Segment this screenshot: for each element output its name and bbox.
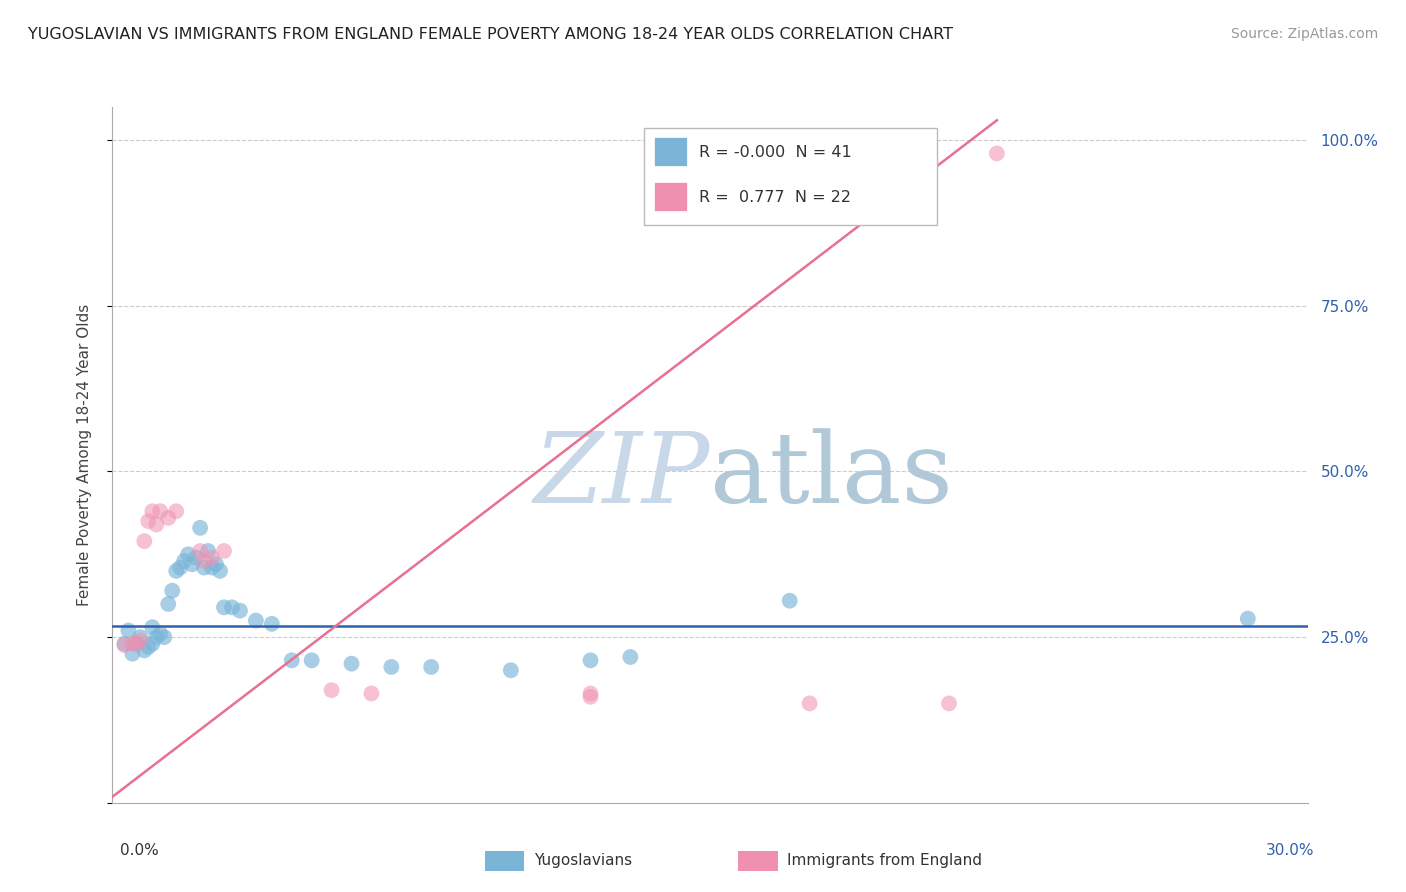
Point [117, 624, 139, 638]
Point [321, 683, 343, 698]
Point [579, 690, 602, 704]
Point [138, 514, 160, 528]
Text: atlas: atlas [710, 428, 953, 524]
Text: Yugoslavians: Yugoslavians [534, 854, 633, 868]
Point [938, 697, 960, 711]
Point [129, 630, 152, 644]
Point [221, 600, 243, 615]
Point [360, 686, 382, 700]
Point [619, 650, 641, 665]
Point [245, 614, 267, 628]
Point [145, 630, 167, 644]
Point [141, 504, 163, 518]
Point [173, 554, 195, 568]
Point [499, 663, 522, 677]
Point [134, 534, 156, 549]
Point [281, 653, 304, 667]
Point [340, 657, 363, 671]
Point [188, 544, 211, 558]
Point [212, 600, 235, 615]
Point [799, 697, 821, 711]
Point [125, 637, 148, 651]
Point [779, 593, 801, 607]
Point [380, 660, 402, 674]
Point [157, 511, 180, 525]
Point [165, 564, 187, 578]
Point [149, 627, 172, 641]
Text: R =  0.777  N = 22: R = 0.777 N = 22 [699, 190, 851, 205]
Text: R = -0.000  N = 41: R = -0.000 N = 41 [699, 145, 852, 160]
Point [121, 647, 143, 661]
Bar [654, 137, 688, 166]
Point [121, 637, 143, 651]
Point [301, 653, 323, 667]
Point [201, 560, 224, 574]
Point [134, 643, 156, 657]
Point [157, 597, 180, 611]
Text: YUGOSLAVIAN VS IMMIGRANTS FROM ENGLAND FEMALE POVERTY AMONG 18-24 YEAR OLDS CORR: YUGOSLAVIAN VS IMMIGRANTS FROM ENGLAND F… [28, 27, 953, 42]
Point [141, 620, 163, 634]
Point [114, 638, 135, 652]
Point [212, 544, 235, 558]
Point [129, 633, 152, 648]
Point [229, 604, 252, 618]
Point [153, 630, 176, 644]
Text: Source: ZipAtlas.com: Source: ZipAtlas.com [1230, 27, 1378, 41]
Point [1237, 611, 1260, 625]
Point [201, 550, 224, 565]
Text: 30.0%: 30.0% [1267, 843, 1315, 858]
Point [208, 564, 231, 578]
Point [114, 637, 135, 651]
Point [579, 653, 602, 667]
Point [193, 554, 215, 568]
Text: ZIP: ZIP [534, 428, 710, 524]
Point [986, 146, 1008, 161]
Point [579, 686, 602, 700]
Point [197, 544, 219, 558]
Point [162, 583, 183, 598]
Point [205, 558, 228, 572]
Point [138, 640, 160, 654]
FancyBboxPatch shape [644, 128, 936, 226]
Text: Immigrants from England: Immigrants from England [787, 854, 983, 868]
Point [260, 616, 283, 631]
Point [141, 637, 163, 651]
Point [165, 504, 187, 518]
Point [125, 637, 148, 651]
Point [188, 521, 211, 535]
Bar [654, 182, 688, 211]
Point [169, 560, 191, 574]
Point [181, 558, 204, 572]
Text: 0.0%: 0.0% [120, 843, 159, 858]
Y-axis label: Female Poverty Among 18-24 Year Olds: Female Poverty Among 18-24 Year Olds [77, 304, 91, 606]
Point [193, 560, 215, 574]
Point [186, 550, 208, 565]
Point [145, 517, 167, 532]
Point [177, 547, 200, 561]
Point [149, 504, 172, 518]
Point [420, 660, 443, 674]
